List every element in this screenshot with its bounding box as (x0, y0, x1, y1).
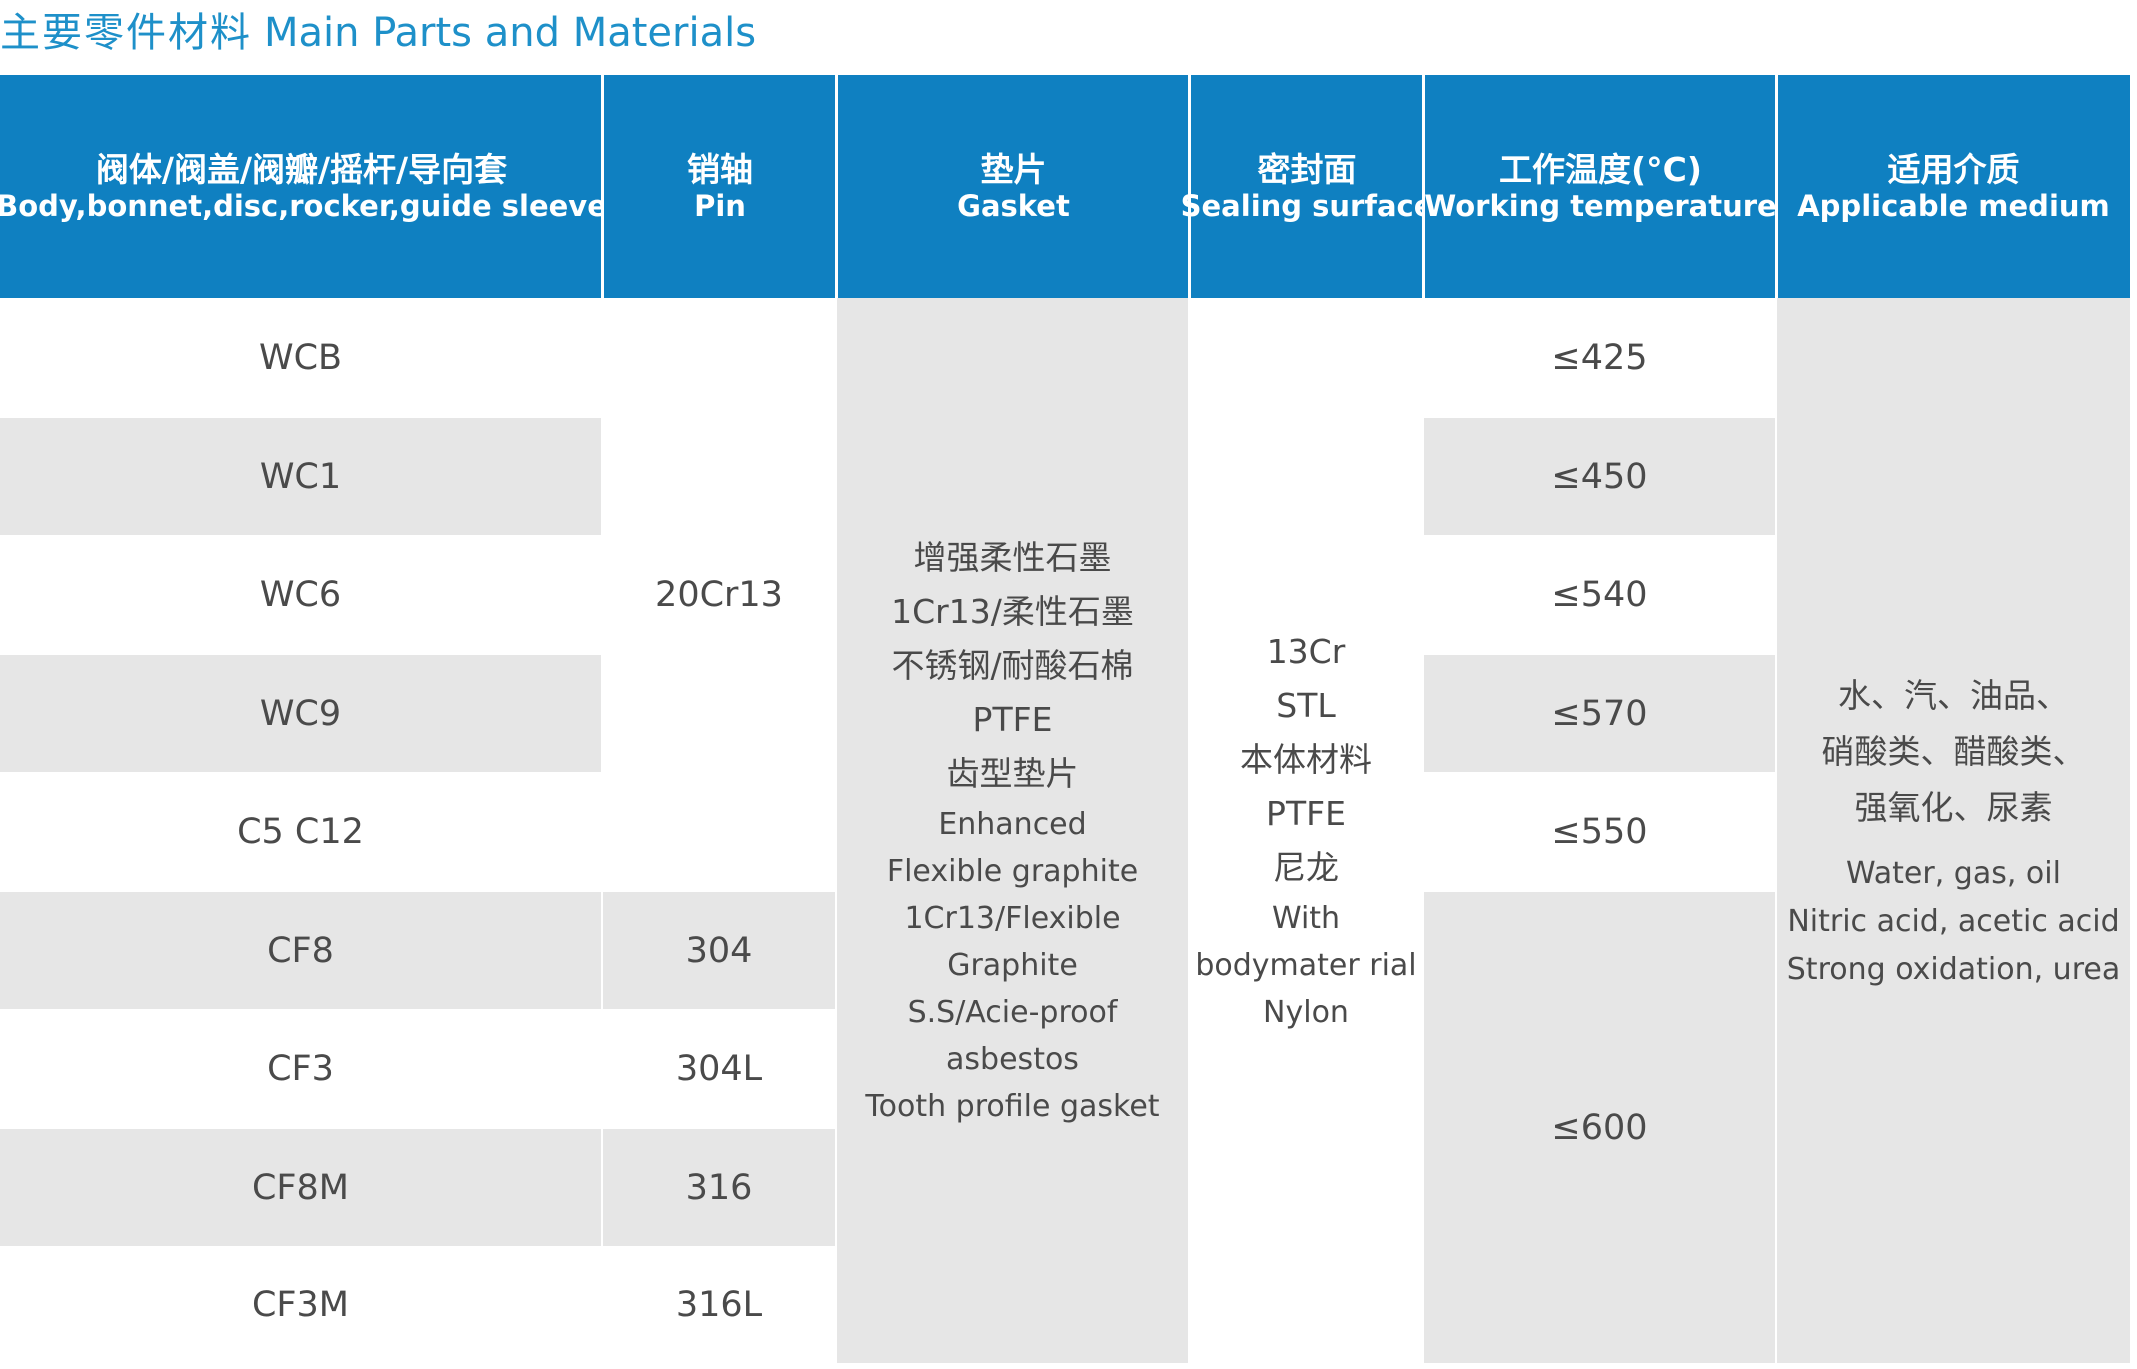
header-divider (1775, 75, 1778, 298)
header-gasket: 垫片 Gasket (837, 75, 1190, 298)
table-cell-body: CF3 (0, 1009, 601, 1129)
pin-carbon: 20Cr13 (655, 575, 783, 615)
medium-cn-1: 水、汽、油品、 (1838, 675, 2069, 715)
gasket-cn-1: 增强柔性石墨 (913, 538, 1112, 577)
body-material-cf8: CF8 (267, 930, 334, 971)
header-body-materials: 阀体/阀盖/阀瓣/摇杆/导向套 Body,bonnet,disc,rocker,… (0, 75, 607, 298)
gasket-cn-5: 齿型垫片 (946, 754, 1079, 793)
medium-en-2: Nitric acid, acetic acid (1787, 903, 2120, 939)
temp-wc1: ≤450 (1551, 456, 1648, 497)
medium-en-1: Water, gas, oil (1846, 855, 2061, 891)
header-medium-en: Applicable medium (1797, 188, 2110, 223)
table-cell-sealing: 13Cr STL 本体材料 PTFE 尼龙 With bodymater ria… (1190, 298, 1422, 1363)
table-cell-temperature: ≤600 (1424, 892, 1775, 1363)
table-cell-temperature: ≤425 (1424, 298, 1775, 418)
table-cell-body: CF8M (0, 1129, 601, 1246)
sealing-en-2: bodymater rial (1195, 948, 1417, 983)
pin-cf8: 304 (685, 930, 753, 971)
page-title: 主要零件材料 Main Parts and Materials (0, 4, 756, 62)
pin-cf3: 304L (675, 1049, 763, 1089)
header-sealing-en: Sealing surface (1180, 188, 1434, 223)
table-cell-medium: 水、汽、油品、 硝酸类、醋酸类、 强氧化、尿素 Water, gas, oil … (1777, 298, 2130, 1363)
header-divider (835, 75, 838, 298)
table-cell-pin: 316 (603, 1129, 835, 1246)
temp-wc9: ≤570 (1551, 693, 1648, 734)
header-pin-cn: 销轴 (687, 149, 753, 189)
gasket-en-6: asbestos (946, 1042, 1079, 1077)
sealing-en-1: With (1271, 901, 1341, 936)
table-cell-temperature: ≤450 (1424, 418, 1775, 535)
sealing-cn-1: 13Cr (1266, 632, 1346, 671)
table-cell-pin: 304 (603, 892, 835, 1009)
body-material-wc6: WC6 (259, 575, 342, 615)
gasket-en-4: Graphite (947, 948, 1078, 983)
table-cell-body: CF3M (0, 1246, 601, 1363)
title-cn: 主要零件材料 (0, 10, 252, 56)
title-en: Main Parts and Materials (264, 10, 757, 56)
table-cell-pin: 20Cr13 (603, 298, 835, 892)
sealing-cn-5: 尼龙 (1273, 848, 1339, 887)
gasket-cn-3: 不锈钢/耐酸石棉 (891, 646, 1134, 685)
table-cell-body: WC9 (0, 655, 601, 772)
body-material-cf8m: CF8M (251, 1167, 350, 1208)
header-pin-en: Pin (694, 188, 746, 223)
gasket-en-2: Flexible graphite (886, 854, 1139, 889)
table-cell-body: CF8 (0, 892, 601, 1009)
pin-cf3m: 316L (675, 1284, 763, 1325)
header-divider (1422, 75, 1425, 298)
header-medium-cn: 适用介质 (1887, 149, 2020, 189)
header-sealing-surface: 密封面 Sealing surface (1181, 75, 1433, 298)
temp-c5c12: ≤550 (1551, 812, 1648, 852)
header-gasket-cn: 垫片 (980, 149, 1047, 189)
table-cell-temperature: ≤540 (1424, 535, 1775, 655)
header-temp-cn: 工作温度(°C) (1499, 149, 1702, 189)
sealing-cn-3: 本体材料 (1240, 740, 1372, 779)
header-body-cn: 阀体/阀盖/阀瓣/摇杆/导向套 (95, 149, 508, 189)
table-cell-body: WCB (0, 298, 601, 418)
pin-cf8m: 316 (685, 1167, 753, 1208)
header-body-en: Body,bonnet,disc,rocker,guide sleeve (0, 188, 607, 223)
medium-cn-3: 强氧化、尿素 (1854, 787, 2053, 827)
table-cell-temperature: ≤570 (1424, 655, 1775, 772)
sealing-cn-4: PTFE (1266, 794, 1346, 833)
header-divider (601, 75, 604, 298)
header-gasket-en: Gasket (957, 188, 1070, 223)
table-cell-gasket: 增强柔性石墨 1Cr13/柔性石墨 不锈钢/耐酸石棉 PTFE 齿型垫片 Enh… (837, 298, 1188, 1363)
gasket-en-1: Enhanced (938, 807, 1087, 842)
medium-en-3: Strong oxidation, urea (1786, 951, 2121, 987)
body-material-wc9: WC9 (259, 693, 342, 734)
gasket-cn-2: 1Cr13/柔性石墨 (891, 592, 1134, 631)
body-material-c5c12: C5 C12 (237, 812, 364, 852)
body-material-cf3: CF3 (267, 1049, 334, 1089)
temp-wcb: ≤425 (1551, 338, 1648, 378)
body-material-cf3m: CF3M (251, 1284, 350, 1325)
header-divider (1188, 75, 1191, 298)
medium-cn-2: 硝酸类、醋酸类、 (1821, 731, 2086, 771)
gasket-en-3: 1Cr13/Flexible (904, 901, 1121, 936)
table-cell-body: WC6 (0, 535, 601, 655)
gasket-en-5: S.S/Acie-proof (907, 995, 1118, 1030)
table-cell-pin: 316L (603, 1246, 835, 1363)
gasket-cn-4: PTFE (972, 700, 1053, 739)
temp-stainless: ≤600 (1551, 1107, 1648, 1148)
header-temp-en: Working temperature (1424, 188, 1777, 223)
body-material-wc1: WC1 (259, 456, 342, 497)
gasket-en-7: Tooth profile gasket (865, 1089, 1160, 1124)
table-cell-pin: 304L (603, 1009, 835, 1129)
temp-wc6: ≤540 (1551, 575, 1648, 615)
header-applicable-medium: 适用介质 Applicable medium (1777, 75, 2130, 298)
header-working-temperature: 工作温度(°C) Working temperature (1424, 75, 1777, 298)
header-sealing-cn: 密封面 (1257, 149, 1357, 189)
sealing-cn-2: STL (1276, 686, 1336, 725)
sealing-en-3: Nylon (1263, 995, 1349, 1030)
table-cell-body: C5 C12 (0, 772, 601, 892)
body-material-wcb: WCB (258, 338, 343, 378)
table-cell-body: WC1 (0, 418, 601, 535)
header-pin: 销轴 Pin (603, 75, 837, 298)
table-cell-temperature: ≤550 (1424, 772, 1775, 892)
